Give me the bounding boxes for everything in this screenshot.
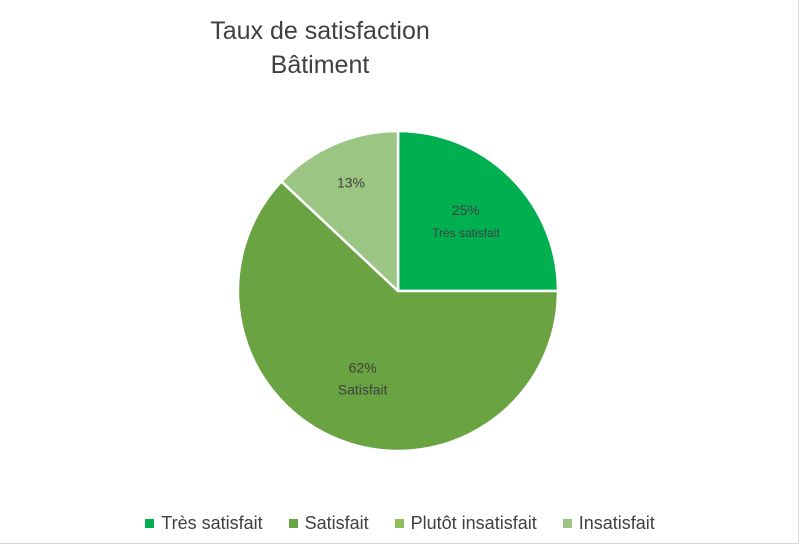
pie-data-labels: 25% Très satisfait 62% Satisfait 13%	[337, 174, 500, 397]
legend-item-plutot-insatisfait: Plutôt insatisfait	[394, 512, 537, 534]
data-label-tres-satisfait-value: 25%	[452, 202, 480, 218]
legend-swatch-tres-satisfait	[145, 518, 155, 528]
pie-slices	[236, 129, 560, 453]
chart-title-line-1: Taux de satisfaction	[210, 17, 430, 45]
chart-title-line-2: Bâtiment	[270, 51, 370, 79]
pie-slice-tres-satisfait	[396, 129, 560, 293]
chart-title: Taux de satisfaction Bâtiment	[120, 14, 520, 82]
legend-item-insatisfait: Insatisfait	[562, 512, 655, 534]
data-label-satisfait-category: Satisfait	[338, 381, 388, 397]
data-label-insatisfait-value: 13%	[337, 174, 365, 190]
legend-label-insatisfait: Insatisfait	[578, 512, 655, 533]
data-label-tres-satisfait-category: Très satisfait	[432, 226, 500, 240]
pie-slice-insatisfait	[280, 129, 400, 293]
pie-slice-satisfait	[236, 180, 560, 453]
legend-swatch-plutot-insatisfait	[394, 518, 404, 528]
legend-label-plutot-insatisfait: Plutôt insatisfait	[410, 512, 537, 533]
legend-item-satisfait: Satisfait	[288, 512, 369, 534]
legend-swatch-satisfait	[288, 518, 298, 528]
chart-legend: Très satisfait Satisfait Plutôt insatisfai…	[0, 508, 800, 538]
legend-label-tres-satisfait: Très satisfait	[161, 512, 263, 533]
legend-swatch-insatisfait	[562, 518, 572, 528]
legend-label-satisfait: Satisfait	[304, 512, 369, 533]
legend-item-tres-satisfait: Très satisfait	[145, 512, 263, 534]
data-label-satisfait-value: 62%	[349, 359, 377, 375]
